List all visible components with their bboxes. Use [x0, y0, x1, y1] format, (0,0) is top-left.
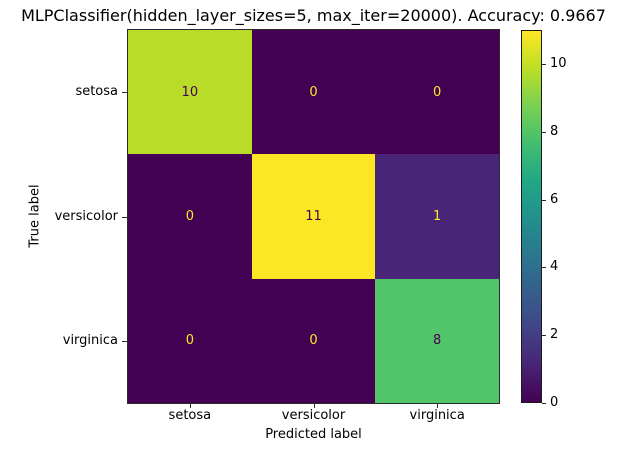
- matrix-cell: 0: [128, 154, 252, 279]
- colorbar-tick-mark: [542, 63, 546, 65]
- x-tick-mark: [189, 403, 191, 408]
- matrix-cell: 10: [128, 30, 252, 155]
- x-tick-label: virginica: [409, 408, 465, 423]
- y-tick-label: virginica: [62, 332, 118, 348]
- matrix-cell: 0: [251, 278, 376, 403]
- colorbar-tick-label: 8: [550, 123, 559, 139]
- colorbar-tick-mark: [542, 199, 546, 201]
- colorbar-tick-mark: [542, 267, 546, 269]
- chart-title: MLPClassifier(hidden_layer_sizes=5, max_…: [21, 6, 606, 25]
- y-tick-label: versicolor: [54, 208, 118, 224]
- x-tick-label: versicolor: [281, 408, 346, 423]
- matrix-cell: 8: [375, 278, 499, 403]
- matrix-cell: 11: [251, 154, 376, 279]
- colorbar-tick-label: 10: [550, 55, 567, 71]
- x-axis-label: Predicted label: [265, 427, 362, 442]
- colorbar-tick-label: 0: [550, 395, 559, 410]
- heatmap-grid: 10 0 0 0 11 1 0 0 8: [127, 29, 500, 404]
- matrix-cell: 1: [375, 154, 499, 279]
- matrix-cell: 0: [128, 278, 252, 403]
- x-tick-mark: [437, 403, 439, 408]
- colorbar-tick-mark: [542, 131, 546, 133]
- matrix-cell: 0: [375, 30, 499, 155]
- x-tick-mark: [313, 403, 315, 408]
- y-tick-mark: [122, 216, 128, 218]
- y-tick-mark: [122, 340, 128, 342]
- colorbar-tick-label: 4: [550, 259, 559, 275]
- colorbar-tick-label: 2: [550, 327, 559, 343]
- x-tick-label: setosa: [168, 408, 212, 423]
- colorbar: [521, 30, 542, 403]
- y-tick-mark: [122, 92, 128, 94]
- y-tick-label: setosa: [75, 84, 118, 100]
- colorbar-tick-label: 6: [550, 191, 559, 207]
- colorbar-tick-mark: [542, 403, 546, 404]
- colorbar-tick-mark: [542, 335, 546, 337]
- matrix-cell: 0: [251, 30, 376, 155]
